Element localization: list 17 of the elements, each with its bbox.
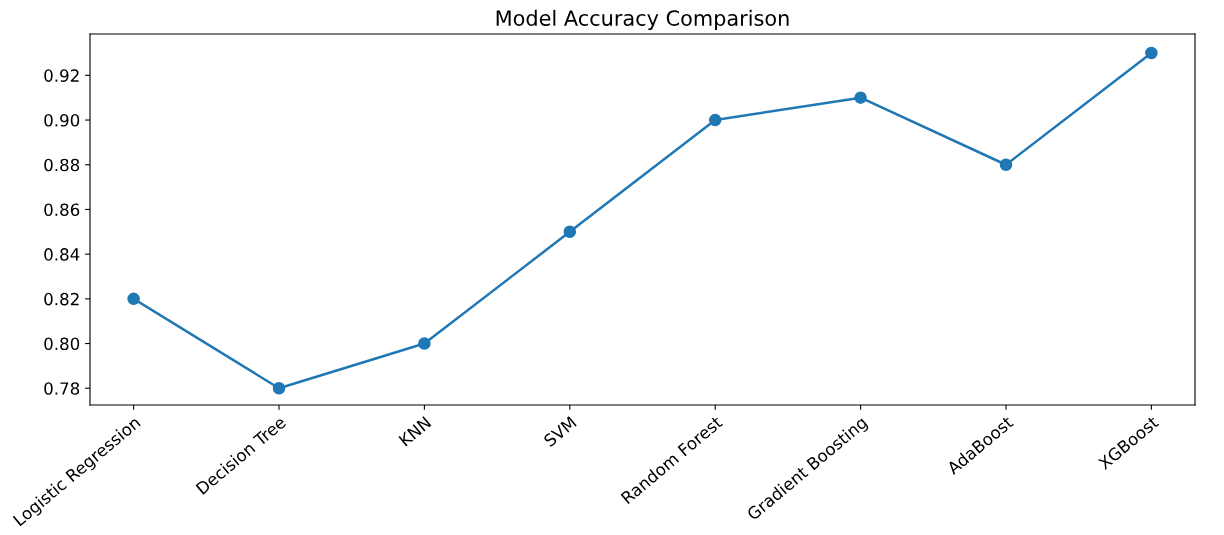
point: [1145, 46, 1158, 60]
y-tick-label: 0.84: [44, 248, 80, 261]
point: [418, 337, 431, 350]
point: [999, 158, 1013, 171]
y-tick-label: 0.88: [44, 158, 80, 172]
y-tick-label: 0.82: [44, 292, 79, 306]
point: [272, 381, 286, 395]
y-tick-label: 0.86: [44, 203, 80, 217]
y-tick-label: 0.78: [44, 382, 80, 395]
chart-title: Model Accuracy Comparison: [496, 9, 789, 30]
point: [708, 113, 722, 127]
point: [563, 225, 577, 239]
y-tick-label: 0.90: [44, 114, 80, 127]
point: [854, 91, 867, 104]
y-tick-label: 0.80: [44, 337, 80, 351]
y-tick-label: 0.92: [44, 69, 79, 82]
point: [127, 292, 140, 306]
